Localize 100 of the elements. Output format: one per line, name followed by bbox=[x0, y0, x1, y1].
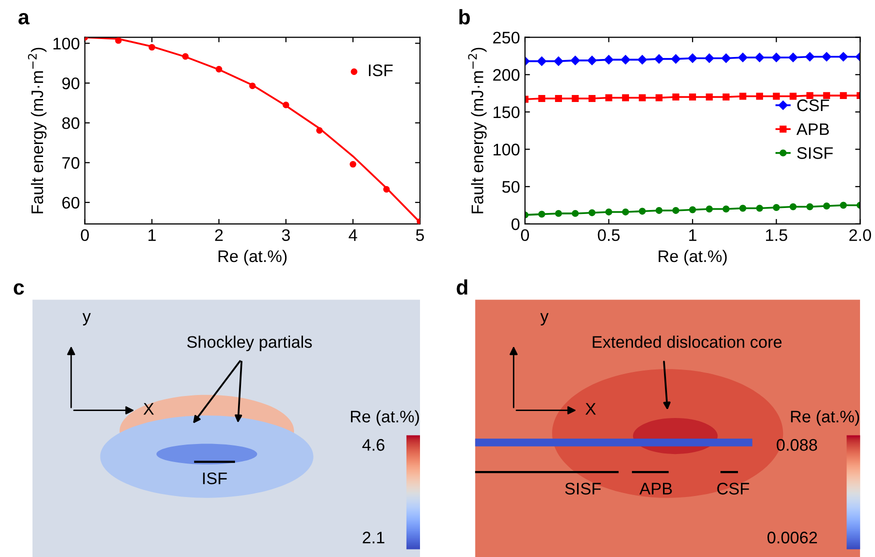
point bbox=[622, 94, 630, 102]
point bbox=[622, 208, 630, 216]
point bbox=[754, 52, 764, 62]
y-tick-label: 80 bbox=[62, 117, 80, 130]
y-tick-label: 0 bbox=[512, 218, 520, 230]
point bbox=[572, 210, 579, 217]
color-bar-title: Re (at.%) bbox=[350, 410, 419, 426]
x-tick-label: 0.5 bbox=[598, 229, 620, 242]
point bbox=[656, 94, 663, 102]
point bbox=[620, 55, 630, 64]
x-tick-label: 3 bbox=[282, 229, 290, 242]
point bbox=[721, 54, 731, 63]
point bbox=[772, 204, 780, 211]
point bbox=[148, 44, 156, 51]
text: y bbox=[82, 313, 91, 326]
x-tick-label: 1 bbox=[148, 229, 156, 241]
point bbox=[756, 92, 764, 100]
y-tick-label: 90 bbox=[62, 77, 80, 90]
chart-title: b bbox=[459, 9, 470, 24]
text: Shockley partials bbox=[187, 336, 312, 352]
y-tick-label: 200 bbox=[493, 69, 520, 81]
point bbox=[654, 54, 664, 64]
text: 0.0062 bbox=[767, 532, 817, 544]
point bbox=[840, 202, 847, 209]
point bbox=[350, 160, 356, 168]
y-tick-label: 100 bbox=[53, 38, 80, 50]
point bbox=[822, 52, 832, 62]
color-bar-title: Re (at.%) bbox=[791, 410, 860, 426]
point bbox=[722, 206, 730, 212]
chart-title: a bbox=[18, 13, 30, 24]
point bbox=[570, 56, 580, 66]
point bbox=[672, 94, 680, 100]
point bbox=[838, 52, 848, 62]
point bbox=[671, 54, 680, 64]
point bbox=[689, 206, 696, 214]
text: SISF bbox=[565, 482, 601, 495]
y-tick-label: 50 bbox=[502, 180, 520, 193]
point bbox=[588, 209, 596, 216]
point bbox=[790, 203, 797, 210]
point bbox=[706, 94, 713, 100]
point bbox=[115, 37, 122, 44]
y-tick-label: 250 bbox=[493, 32, 520, 44]
legend-label: APB bbox=[796, 123, 829, 135]
x-axis-title: Re (at.%) bbox=[658, 250, 727, 266]
point bbox=[806, 92, 814, 100]
text: CSF bbox=[717, 482, 750, 495]
text: 2.1 bbox=[362, 532, 384, 544]
text: Extended dislocation core bbox=[592, 336, 782, 348]
x-tick-label: 1.5 bbox=[766, 229, 788, 242]
point bbox=[722, 94, 730, 100]
point bbox=[587, 56, 597, 66]
point bbox=[537, 56, 546, 66]
point bbox=[689, 94, 696, 100]
y-tick-label: 100 bbox=[494, 144, 520, 156]
text: y bbox=[540, 313, 549, 326]
point bbox=[823, 92, 830, 100]
point bbox=[604, 55, 614, 64]
point bbox=[739, 92, 746, 100]
point bbox=[656, 207, 663, 214]
point bbox=[738, 52, 748, 62]
point bbox=[772, 92, 780, 100]
point bbox=[806, 203, 814, 210]
point bbox=[538, 210, 546, 218]
point bbox=[282, 102, 290, 108]
point bbox=[605, 208, 612, 216]
point bbox=[555, 210, 562, 217]
point bbox=[638, 94, 646, 102]
point bbox=[672, 207, 680, 214]
point bbox=[840, 92, 847, 100]
text: 0.088 bbox=[776, 439, 818, 451]
text: ISF bbox=[203, 472, 227, 484]
x-tick-label: 1 bbox=[689, 229, 696, 241]
y-tick-label: 150 bbox=[494, 106, 520, 118]
text: X bbox=[585, 403, 596, 415]
point bbox=[688, 54, 698, 63]
text: X bbox=[143, 403, 154, 415]
text: APB bbox=[639, 482, 672, 494]
point bbox=[823, 202, 830, 210]
point bbox=[638, 55, 647, 64]
x-tick-label: 2 bbox=[215, 229, 223, 241]
point bbox=[772, 52, 781, 62]
text: 4.6 bbox=[362, 439, 384, 451]
point bbox=[588, 95, 596, 102]
point bbox=[538, 95, 546, 102]
point bbox=[605, 94, 612, 102]
y-axis-title: Fault energy (mJ·m$^{−2}$) bbox=[468, 48, 487, 214]
point bbox=[555, 95, 562, 102]
legend-label: SISF bbox=[797, 147, 833, 159]
y-tick-label: 70 bbox=[62, 157, 80, 169]
legend-label: ISF bbox=[368, 64, 393, 76]
point bbox=[638, 208, 646, 215]
y-axis-title: Fault energy (mJ·m$^{−2}$) bbox=[28, 48, 46, 214]
point bbox=[249, 82, 256, 90]
x-axis-title: Re (at.%) bbox=[218, 250, 287, 266]
point bbox=[788, 52, 798, 62]
x-tick-label: 0 bbox=[521, 229, 529, 242]
point bbox=[739, 204, 746, 212]
text: d bbox=[456, 279, 468, 295]
text: c bbox=[14, 283, 24, 295]
y-tick-label: 60 bbox=[62, 196, 80, 209]
